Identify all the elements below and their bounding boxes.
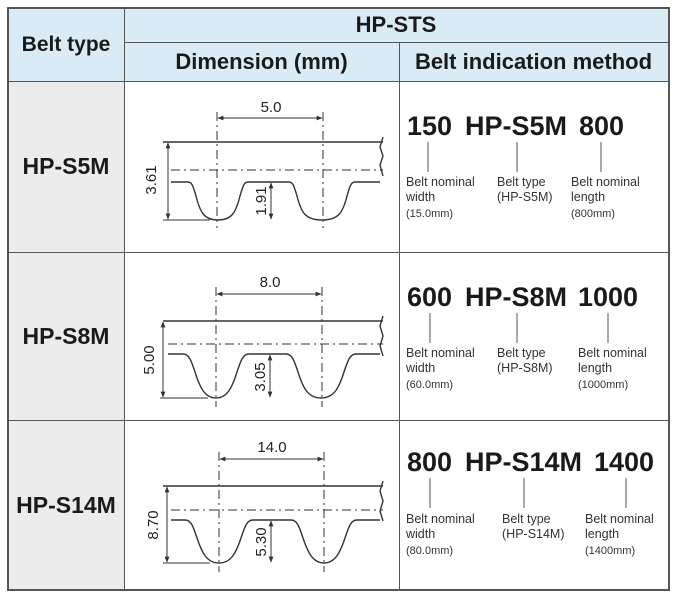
code-type-s5m: HP-S5M (465, 111, 567, 141)
width-label-s8m: Belt nominal (406, 346, 475, 360)
type-label-s14m: (HP-S14M) (502, 527, 565, 541)
grid-line (124, 7, 125, 591)
length-label-s14m: Belt nominal (585, 512, 654, 526)
code-type-s14m: HP-S14M (465, 447, 582, 477)
row-type-label: HP-S8M (22, 322, 110, 349)
code-type-s8m: HP-S8M (465, 282, 567, 312)
height-dimension-s8m: 5.00 (141, 345, 158, 374)
length-label-s5m: Belt nominal (571, 175, 640, 189)
grid-line (7, 7, 9, 591)
code-length-s8m: 1000 (578, 282, 638, 312)
length-label-s14m: (1400mm) (585, 545, 635, 557)
header-dimension: Dimension (mm) (175, 48, 348, 74)
header-belt-type: Belt type (21, 32, 111, 56)
width-label-s14m: (80.0mm) (406, 545, 453, 557)
row-type-label: HP-S14M (16, 491, 116, 518)
code-width-s5m: 150 (407, 111, 452, 141)
length-label-s8m: Belt nominal (578, 346, 647, 360)
width-label-s8m: width (405, 361, 435, 375)
type-label-s14m: Belt type (502, 512, 551, 526)
width-label-s14m: Belt nominal (406, 512, 475, 526)
length-label-s14m: length (585, 527, 619, 541)
belt-profile-s5m (163, 112, 384, 228)
grid-line (8, 252, 669, 253)
width-label-s5m: width (405, 190, 435, 204)
width-label-s5m: (15.0mm) (406, 208, 453, 220)
row-type-cell (8, 81, 124, 252)
belt-profile-s14m (163, 452, 384, 572)
code-width-s8m: 600 (407, 282, 452, 312)
length-label-s5m: length (571, 190, 605, 204)
grid-line (8, 7, 669, 9)
tooth-dimension-s5m: 1.91 (253, 186, 270, 215)
grid-line (8, 420, 669, 421)
tooth-dimension-s14m: 5.30 (253, 527, 270, 556)
header-indication-cell (399, 42, 668, 81)
header-series-cell (124, 8, 668, 42)
code-length-s5m: 800 (579, 111, 624, 141)
grid-line (8, 589, 669, 591)
leader-lines-s14m (429, 478, 627, 508)
width-label-s5m: Belt nominal (406, 175, 475, 189)
type-label-s8m: Belt type (497, 346, 546, 360)
row-type-label: HP-S5M (22, 153, 110, 179)
length-label-s8m: length (578, 361, 612, 375)
type-label-s5m: Belt type (497, 175, 546, 189)
type-label-s8m: (HP-S8M) (497, 361, 553, 375)
pitch-dimension-s5m: 5.0 (261, 99, 282, 116)
height-dimension-s14m: 8.70 (145, 510, 162, 539)
length-label-s5m: (800mm) (571, 208, 615, 220)
grid-line (8, 81, 669, 82)
height-dimension-s5m: 3.61 (143, 165, 160, 194)
leader-lines-s5m (427, 142, 602, 172)
header-indication: Belt indication method (414, 48, 653, 74)
belt-profile-s8m (160, 287, 384, 407)
pitch-dimension-s8m: 8.0 (260, 274, 281, 291)
pitch-dimension-s14m: 14.0 (257, 439, 286, 456)
leader-lines-s8m (429, 313, 609, 343)
width-label-s8m: (60.0mm) (406, 379, 453, 391)
grid-line (399, 42, 400, 591)
code-width-s14m: 800 (407, 447, 452, 477)
code-length-s14m: 1400 (594, 447, 654, 477)
header-belt-type-cell (8, 8, 124, 81)
header-series: HP-STS (355, 12, 437, 37)
width-label-s14m: width (405, 527, 435, 541)
grid-line (124, 42, 668, 43)
length-label-s8m: (1000mm) (578, 379, 628, 391)
grid-line (668, 7, 670, 591)
type-label-s5m: (HP-S5M) (497, 190, 553, 204)
tooth-dimension-s8m: 3.05 (252, 362, 269, 391)
header-dimension-cell (124, 42, 399, 81)
row-type-cell (8, 252, 124, 420)
row-type-cell (8, 420, 124, 590)
